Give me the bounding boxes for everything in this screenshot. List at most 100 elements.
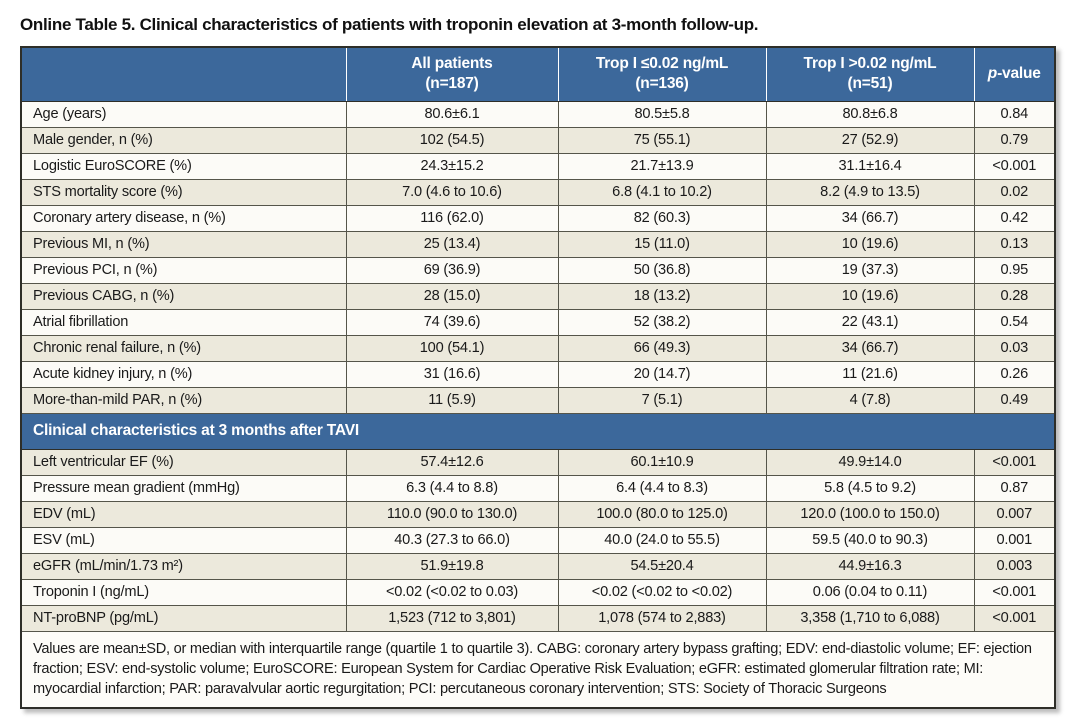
trop-low-value-cell: 66 (49.3) [557,334,767,362]
trop-high-value-cell: 19 (37.3) [765,256,975,284]
row-label-cell: Previous PCI, n (%) [20,256,347,284]
row-label-cell: Chronic renal failure, n (%) [20,334,347,362]
trop-low-value-cell: 100.0 (80.0 to 125.0) [557,500,767,528]
trop-high-value-cell: 59.5 (40.0 to 90.3) [765,526,975,554]
p-value-cell: 0.54 [973,308,1056,336]
header-all-patients: All patients (n=187) [345,47,558,102]
p-value-cell: <0.001 [973,604,1056,632]
section-header-title: Clinical characteristics at 3 months aft… [20,412,1056,450]
trop-high-value-cell: 4 (7.8) [765,386,975,414]
table-row: ESV (mL) 40.3 (27.3 to 66.0) 40.0 (24.0 … [20,526,1056,554]
header-row: All patients (n=187) Trop I ≤0.02 ng/mL … [21,47,1055,102]
p-value-cell: 0.95 [973,256,1056,284]
footnote-row: Values are mean±SD, or median with inter… [20,630,1056,709]
trop-high-value-cell: 44.9±16.3 [765,552,975,580]
table-row: Age (years) 80.6±6.1 80.5±5.8 80.8±6.8 0… [20,100,1056,128]
table-row: Left ventricular EF (%) 57.4±12.6 60.1±1… [20,448,1056,476]
table-row: STS mortality score (%) 7.0 (4.6 to 10.6… [20,178,1056,206]
trop-low-value-cell: 6.4 (4.4 to 8.3) [557,474,767,502]
row-label-cell: Age (years) [20,100,347,128]
all-patients-value-cell: 102 (54.5) [345,126,559,154]
trop-low-value-cell: 60.1±10.9 [557,448,767,476]
all-patients-value-cell: 51.9±19.8 [345,552,559,580]
trop-low-value-cell: 54.5±20.4 [557,552,767,580]
header-all-patients-line1: All patients [411,55,493,72]
p-value-cell: <0.001 [973,152,1056,180]
header-all-patients-line2: (n=187) [425,75,479,93]
all-patients-value-cell: 7.0 (4.6 to 10.6) [345,178,559,206]
table-row: Previous PCI, n (%) 69 (36.9) 50 (36.8) … [20,256,1056,284]
section-header-row: Clinical characteristics at 3 months aft… [20,412,1056,450]
table-row: eGFR (mL/min/1.73 m²) 51.9±19.8 54.5±20.… [20,552,1056,580]
row-label-cell: More-than-mild PAR, n (%) [20,386,347,414]
trop-low-value-cell: 82 (60.3) [557,204,767,232]
header-p-rest: -value [997,65,1041,83]
header-trop-low: Trop I ≤0.02 ng/mL (n=136) [557,47,766,102]
trop-low-value-cell: 15 (11.0) [557,230,767,258]
table-row: Atrial fibrillation 74 (39.6) 52 (38.2) … [20,308,1056,336]
table-row: EDV (mL) 110.0 (90.0 to 130.0) 100.0 (80… [20,500,1056,528]
table-header: All patients (n=187) Trop I ≤0.02 ng/mL … [21,47,1055,102]
table-title: Online Table 5. Clinical characteristics… [20,15,759,34]
table-row: Troponin I (ng/mL) <0.02 (<0.02 to 0.03)… [20,578,1056,606]
row-label-cell: Male gender, n (%) [20,126,347,154]
section-header-group: Clinical characteristics at 3 months aft… [20,412,1056,450]
all-patients-value-cell: <0.02 (<0.02 to 0.03) [345,578,559,606]
row-label-cell: Previous CABG, n (%) [20,282,347,310]
all-patients-value-cell: 80.6±6.1 [345,100,559,128]
trop-low-value-cell: 7 (5.1) [557,386,767,414]
trop-low-value-cell: 80.5±5.8 [557,100,767,128]
trop-high-value-cell: 49.9±14.0 [765,448,975,476]
trop-low-value-cell: 20 (14.7) [557,360,767,388]
trop-low-value-cell: 75 (55.1) [557,126,767,154]
all-patients-value-cell: 28 (15.0) [345,282,559,310]
trop-high-value-cell: 22 (43.1) [765,308,975,336]
row-label-cell: ESV (mL) [20,526,347,554]
table-row: Pressure mean gradient (mmHg) 6.3 (4.4 t… [20,474,1056,502]
p-value-cell: <0.001 [973,448,1056,476]
row-label-cell: NT-proBNP (pg/mL) [20,604,347,632]
p-value-cell: 0.13 [973,230,1056,258]
all-patients-value-cell: 57.4±12.6 [345,448,559,476]
trop-high-value-cell: 34 (66.7) [765,334,975,362]
all-patients-value-cell: 11 (5.9) [345,386,559,414]
row-label-cell: Previous MI, n (%) [20,230,347,258]
row-label-cell: Atrial fibrillation [20,308,347,336]
clinical-characteristics-table: All patients (n=187) Trop I ≤0.02 ng/mL … [20,46,1056,710]
row-label-cell: Coronary artery disease, n (%) [20,204,347,232]
header-trop-high-line1: Trop I >0.02 ng/mL [803,55,937,72]
p-value-cell: 0.02 [973,178,1056,206]
trop-low-value-cell: 1,078 (574 to 2,883) [557,604,767,632]
all-patients-value-cell: 6.3 (4.4 to 8.8) [345,474,559,502]
trop-high-value-cell: 8.2 (4.9 to 13.5) [765,178,975,206]
trop-high-value-cell: 10 (19.6) [765,230,975,258]
table-row: Coronary artery disease, n (%) 116 (62.0… [20,204,1056,232]
row-label-cell: Acute kidney injury, n (%) [20,360,347,388]
trop-low-value-cell: 6.8 (4.1 to 10.2) [557,178,767,206]
trop-low-value-cell: 50 (36.8) [557,256,767,284]
row-label-cell: Pressure mean gradient (mmHg) [20,474,347,502]
p-value-cell: 0.007 [973,500,1056,528]
table-row: More-than-mild PAR, n (%) 11 (5.9) 7 (5.… [20,386,1056,414]
p-value-cell: 0.87 [973,474,1056,502]
p-value-cell: 0.49 [973,386,1056,414]
all-patients-value-cell: 31 (16.6) [345,360,559,388]
header-empty-cell [21,47,346,102]
all-patients-value-cell: 24.3±15.2 [345,152,559,180]
p-value-cell: 0.42 [973,204,1056,232]
all-patients-value-cell: 100 (54.1) [345,334,559,362]
header-trop-high-line2: (n=51) [847,75,893,93]
p-value-cell: 0.84 [973,100,1056,128]
trop-high-value-cell: 27 (52.9) [765,126,975,154]
trop-high-value-cell: 11 (21.6) [765,360,975,388]
trop-low-value-cell: 21.7±13.9 [557,152,767,180]
trop-high-value-cell: 80.8±6.8 [765,100,975,128]
p-value-cell: 0.03 [973,334,1056,362]
header-p-italic: p [987,65,998,83]
header-trop-high: Trop I >0.02 ng/mL (n=51) [765,47,974,102]
trop-low-value-cell: 18 (13.2) [557,282,767,310]
p-value-cell: 0.26 [973,360,1056,388]
footnote-group: Values are mean±SD, or median with inter… [20,630,1056,709]
trop-high-value-cell: 34 (66.7) [765,204,975,232]
trop-high-value-cell: 120.0 (100.0 to 150.0) [765,500,975,528]
